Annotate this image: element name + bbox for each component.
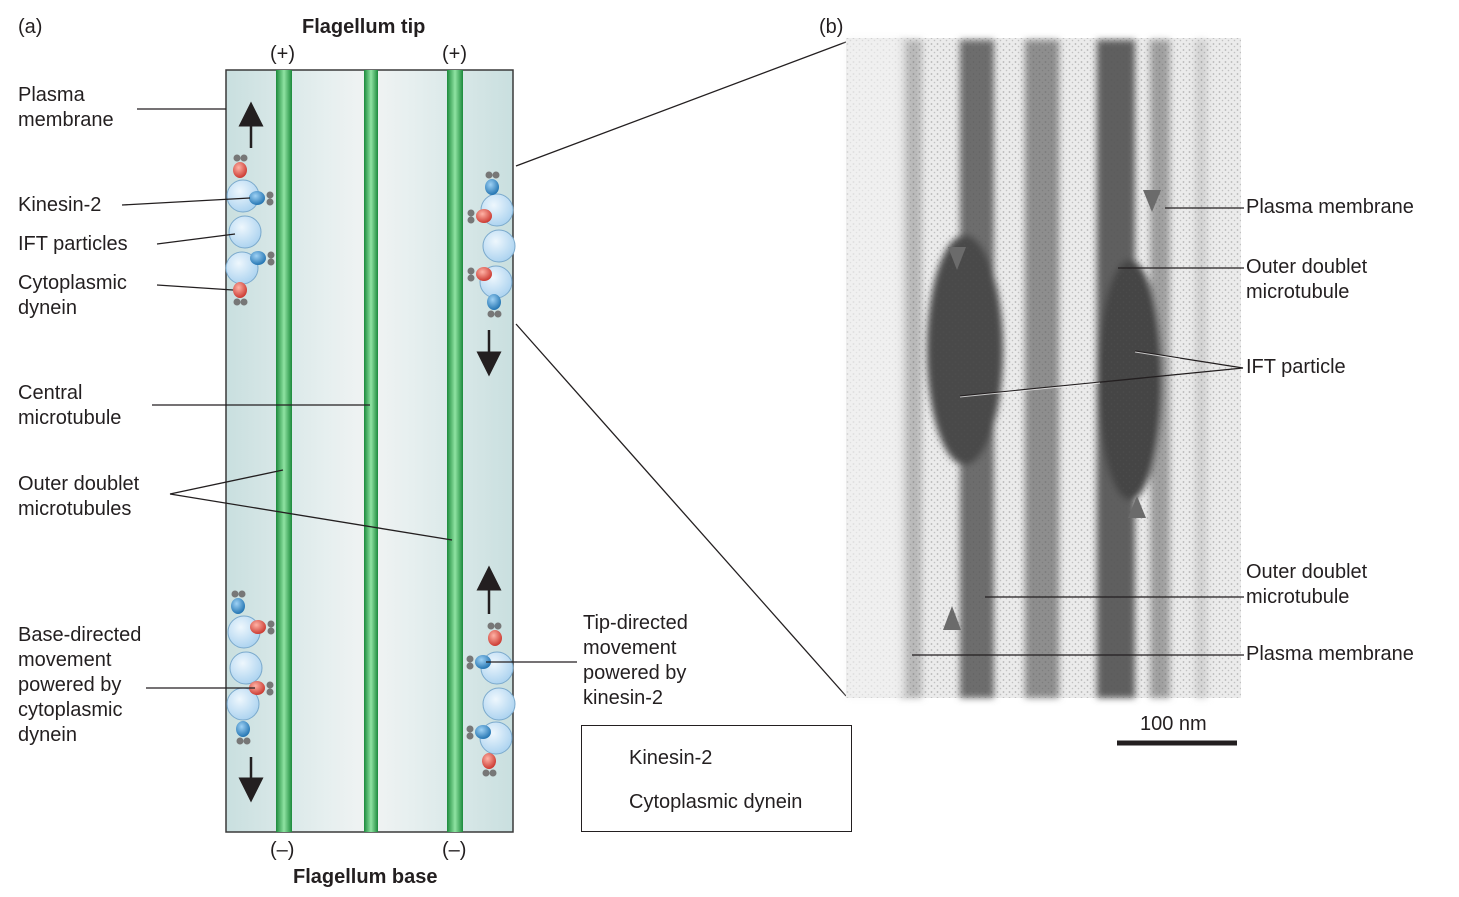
legend-box [581, 725, 852, 832]
minus-end-left: (–) [270, 839, 295, 861]
kinesin-motor [236, 721, 251, 745]
label-central-microtubule: Central microtubule [18, 382, 122, 429]
panel-a-letter: (a) [18, 16, 43, 38]
dynein-motor [249, 681, 274, 696]
label-outer-doublet-b-top: Outer doublet microtubule [1246, 256, 1368, 303]
minus-end-right: (–) [442, 839, 467, 861]
flagellum-tip-title: Flagellum tip [302, 16, 426, 38]
plus-end-right: (+) [442, 43, 467, 65]
kinesin-motor [231, 590, 246, 614]
dynein-motor [467, 209, 492, 224]
zoom-connector-lines [515, 41, 847, 697]
label-outer-doublet-b-bottom: Outer doublet microtubule [1246, 561, 1368, 608]
kinesin-motor [487, 294, 502, 318]
electron-micrograph [846, 38, 1241, 698]
kinesin-motor [466, 655, 491, 670]
ift-train-top-left [225, 101, 275, 306]
label-ift-particle-b: IFT particle [1246, 356, 1346, 378]
central-microtubule [364, 70, 378, 832]
leader-lines-a [121, 108, 577, 689]
kinesin-motor [249, 191, 274, 206]
scale-bar-label: 100 nm [1140, 713, 1207, 735]
label-ift-particles: IFT particles [18, 233, 128, 255]
label-cytoplasmic-dynein: Cytoplasmic dynein [18, 272, 127, 319]
panel-b-letter: (b) [819, 16, 844, 38]
flagellum-base-title: Flagellum base [293, 866, 438, 888]
outer-doublet-microtubule-left [276, 70, 292, 832]
label-plasma-membrane-b-bottom: Plasma membrane [1246, 643, 1414, 665]
label-plasma-membrane-a: Plasma membrane [18, 84, 114, 131]
dynein-motor [250, 620, 275, 635]
label-plasma-membrane-b-top: Plasma membrane [1246, 196, 1414, 218]
ift-train-bottom-right [466, 565, 516, 777]
legend-kinesin-label: Kinesin-2 [629, 747, 713, 769]
ift-train-bottom-left [226, 590, 275, 803]
legend-dynein-label: Cytoplasmic dynein [629, 791, 803, 813]
label-kinesin-2: Kinesin-2 [18, 194, 102, 216]
kinesin-motor [466, 725, 491, 740]
label-base-directed-movement: Base-directed movement powered by cytopl… [18, 624, 142, 746]
dynein-motor [487, 622, 502, 646]
dynein-motor [467, 267, 492, 282]
leader-lines-b [912, 207, 1244, 656]
label-outer-doublet-microtubules: Outer doublet microtubules [18, 473, 140, 520]
flagellum-schematic [225, 69, 514, 833]
kinesin-motor [250, 251, 275, 266]
kinesin-motor [485, 171, 500, 195]
label-tip-directed-movement: Tip-directed movement powered by kinesin… [583, 612, 688, 709]
dynein-motor [233, 282, 248, 306]
plus-end-left: (+) [270, 43, 295, 65]
dynein-motor [233, 154, 248, 178]
outer-doublet-microtubule-right [447, 70, 463, 832]
dynein-motor [482, 753, 497, 777]
ift-train-top-right [467, 171, 516, 377]
